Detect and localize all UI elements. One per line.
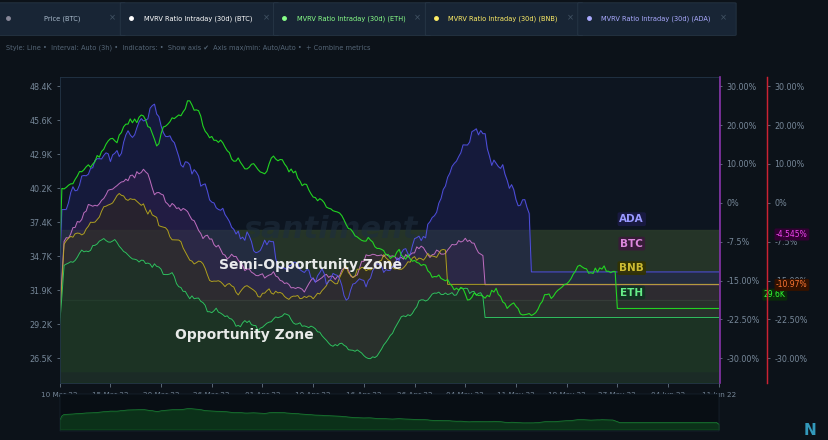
Text: ×: ×: [720, 14, 726, 22]
Text: ×: ×: [566, 14, 573, 22]
Text: BTC: BTC: [619, 238, 643, 249]
FancyBboxPatch shape: [0, 3, 125, 35]
Text: Semi-Opportunity Zone: Semi-Opportunity Zone: [219, 258, 401, 272]
FancyBboxPatch shape: [273, 3, 430, 35]
Text: ETH: ETH: [619, 288, 643, 297]
Text: ×: ×: [262, 14, 269, 22]
Text: MVRV Ratio Intraday (30d) (BNB): MVRV Ratio Intraday (30d) (BNB): [448, 15, 557, 22]
Text: MVRV Ratio Intraday (30d) (ETH): MVRV Ratio Intraday (30d) (ETH): [296, 15, 405, 22]
Text: ×: ×: [414, 14, 421, 22]
Text: MVRV Ratio Intraday (30d) (ADA): MVRV Ratio Intraday (30d) (ADA): [600, 15, 710, 22]
Bar: [60, 300, 718, 370]
Text: 29.6K: 29.6K: [763, 290, 785, 299]
Text: -4.545%: -4.545%: [775, 230, 806, 239]
FancyBboxPatch shape: [425, 3, 582, 35]
FancyBboxPatch shape: [577, 3, 735, 35]
Text: Style: Line •  Interval: Auto (3h) •  Indicators: •  Show axis ✔  Axis max/min: : Style: Line • Interval: Auto (3h) • Indi…: [6, 45, 370, 51]
Text: BNB: BNB: [619, 263, 643, 273]
Text: Opportunity Zone: Opportunity Zone: [175, 328, 313, 342]
Text: santiment.: santiment.: [243, 216, 429, 244]
FancyBboxPatch shape: [120, 3, 278, 35]
Bar: [60, 230, 718, 300]
Text: N: N: [803, 423, 816, 438]
Text: -10.97%: -10.97%: [775, 280, 806, 290]
Text: MVRV Ratio Intraday (30d) (BTC): MVRV Ratio Intraday (30d) (BTC): [144, 15, 253, 22]
Text: ×: ×: [109, 14, 116, 22]
Text: Price (BTC): Price (BTC): [44, 15, 80, 22]
Text: ADA: ADA: [619, 214, 643, 224]
